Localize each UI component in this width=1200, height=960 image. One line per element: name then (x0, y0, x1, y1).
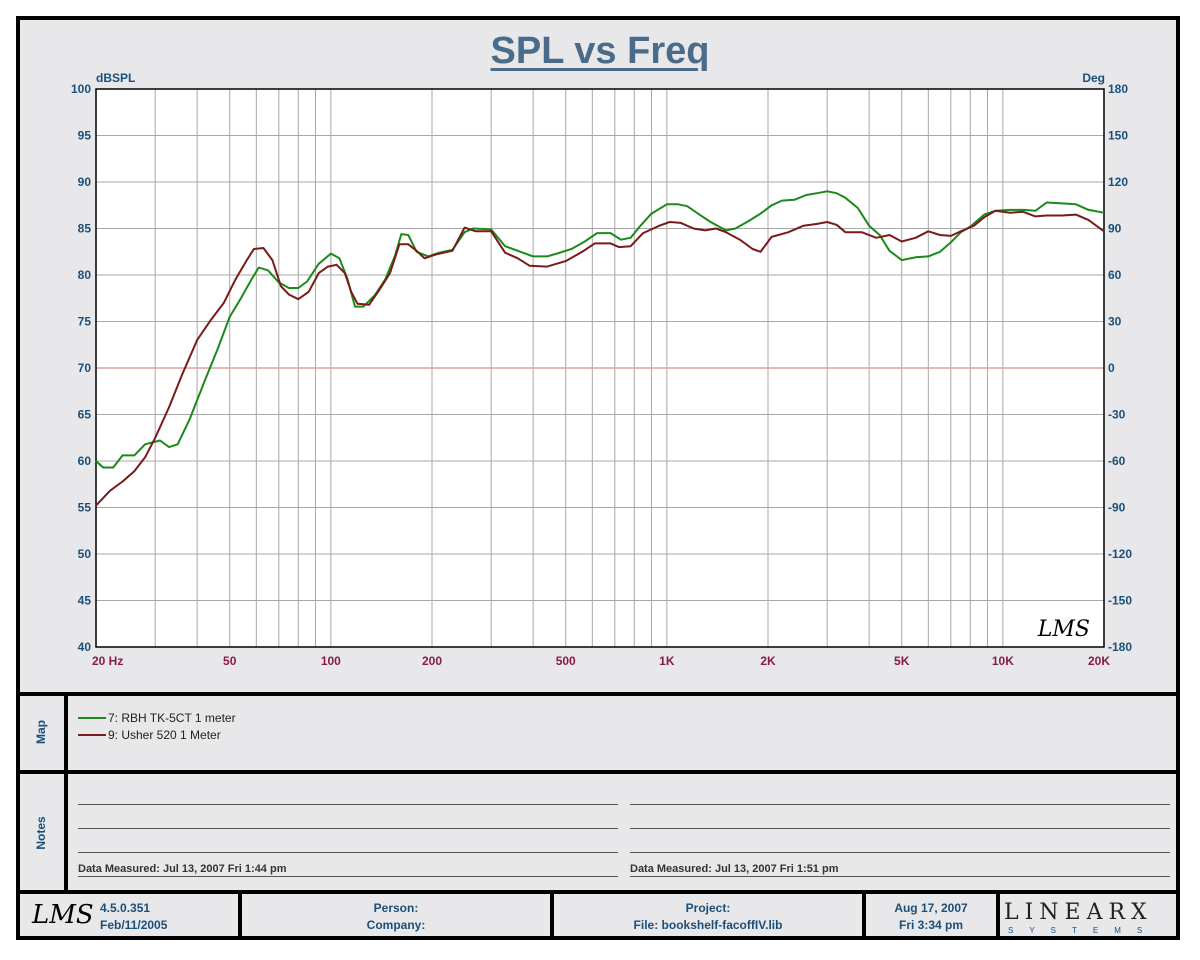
y2-tick-label: -60 (1108, 454, 1126, 468)
x-tick-label: 2K (760, 654, 776, 668)
divider-map-top (16, 692, 1180, 696)
x-tick-label: 5K (894, 654, 910, 668)
note-line (630, 876, 1170, 877)
y2-tick-label: 180 (1108, 82, 1128, 96)
y-tick-label: 65 (78, 408, 92, 422)
version-info: 4.5.0.351 Feb/11/2005 (100, 900, 230, 934)
x-tick-label: 1K (659, 654, 675, 668)
note-line (78, 852, 618, 853)
y-tick-label: 40 (78, 640, 92, 654)
project-info: Project: File: bookshelf-facoffIV.lib (554, 900, 862, 934)
linearx-logo: LINEARX (1004, 900, 1153, 925)
footer-time: Fri 3:34 pm (898, 918, 964, 932)
lms-watermark: LMS (1037, 617, 1090, 642)
person-info: Person: Company: (242, 900, 550, 934)
file-label: File: bookshelf-facoffIV.lib (633, 918, 783, 932)
y-tick-label: 90 (78, 175, 92, 189)
y2-tick-label: -180 (1108, 640, 1132, 654)
legend-label: 9: Usher 520 1 Meter (108, 728, 221, 742)
legend-entry-2: 9: Usher 520 1 Meter (78, 728, 221, 742)
version-date: Feb/11/2005 (100, 918, 168, 932)
x-tick-label: 20 Hz (92, 654, 123, 668)
legend-swatch-green (78, 717, 106, 719)
lms-logo: LMS (32, 900, 94, 930)
note-line (78, 828, 618, 829)
notes-section-label: Notes (34, 816, 48, 850)
y-tick-label: 45 (78, 594, 92, 608)
footer-divider (238, 894, 242, 940)
y-tick-label: 60 (78, 454, 92, 468)
y-tick-label: 70 (78, 361, 92, 375)
y2-tick-label: 150 (1108, 129, 1128, 143)
divider-notes-top (16, 770, 1180, 774)
divider-footer-top (16, 890, 1180, 894)
y-tick-label: 50 (78, 547, 92, 561)
y-tick-label: 85 (78, 222, 92, 236)
x-tick-label: 200 (422, 654, 442, 668)
y-tick-label: 100 (71, 82, 91, 96)
note-line (78, 876, 618, 877)
x-tick-label: 50 (223, 654, 237, 668)
y2-tick-label: -30 (1108, 408, 1126, 422)
y-tick-label: 80 (78, 268, 92, 282)
series-line-1 (95, 190, 1105, 469)
y2-axis-label: Deg (1082, 71, 1105, 85)
project-label: Project: (685, 901, 731, 915)
y-axis-label: dBSPL (96, 71, 135, 85)
footer-divider (996, 894, 1000, 940)
y-tick-label: 95 (78, 129, 92, 143)
legend-swatch-red (78, 734, 106, 736)
x-tick-label: 20K (1088, 654, 1110, 668)
y2-tick-label: -90 (1108, 501, 1126, 515)
version-number: 4.5.0.351 (100, 901, 151, 915)
systems-logo: SYSTEMS (1008, 926, 1159, 935)
y2-tick-label: -120 (1108, 547, 1132, 561)
company-label: Company: (366, 918, 426, 932)
legend-label: 7: RBH TK-5CT 1 meter (108, 711, 236, 725)
y2-tick-label: -150 (1108, 594, 1132, 608)
footer-divider (550, 894, 554, 940)
x-tick-label: 500 (556, 654, 576, 668)
y2-tick-label: 0 (1108, 361, 1115, 375)
note-line (630, 852, 1170, 853)
x-tick-label: 100 (321, 654, 341, 668)
person-label: Person: (373, 901, 419, 915)
chart-title: SPL vs Freq (490, 30, 710, 72)
data-measured-left: Data Measured: Jul 13, 2007 Fri 1:44 pm (78, 863, 287, 875)
data-measured-right: Data Measured: Jul 13, 2007 Fri 1:51 pm (630, 863, 839, 875)
plot-border (95, 88, 1105, 648)
date-info: Aug 17, 2007 Fri 3:34 pm (866, 900, 996, 934)
footer-divider (862, 894, 866, 940)
divider-side-label (64, 692, 68, 890)
note-line (630, 828, 1170, 829)
map-section-label: Map (34, 720, 48, 744)
y2-tick-label: 120 (1108, 175, 1128, 189)
y-tick-label: 55 (78, 501, 92, 515)
x-tick-label: 10K (992, 654, 1014, 668)
note-line (78, 804, 618, 805)
legend-entry-1: 7: RBH TK-5CT 1 meter (78, 711, 236, 725)
note-line (630, 804, 1170, 805)
series-line-2 (95, 209, 1105, 507)
footer-date: Aug 17, 2007 (894, 901, 968, 915)
y-tick-label: 75 (78, 315, 92, 329)
y2-tick-label: 90 (1108, 222, 1122, 236)
y2-tick-label: 60 (1108, 268, 1122, 282)
y2-tick-label: 30 (1108, 315, 1122, 329)
